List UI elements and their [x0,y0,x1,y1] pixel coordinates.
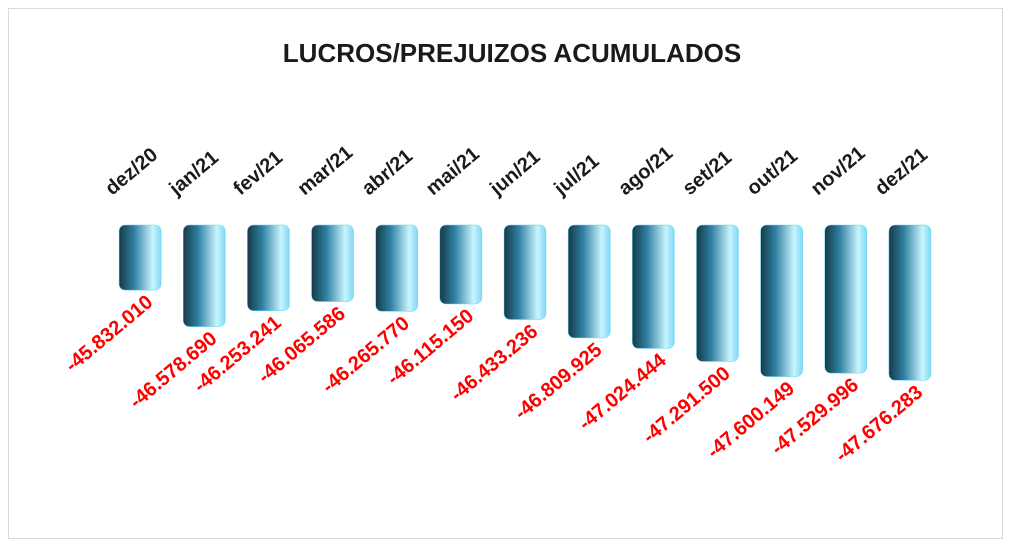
bar [439,224,483,305]
bar [118,224,162,291]
bar [888,224,932,381]
bar [760,224,803,377]
bar [503,224,547,320]
bar [182,224,226,327]
bar [311,224,354,302]
bar [375,224,418,312]
bar [567,224,611,339]
bar [247,224,290,311]
chart-title: LUCROS/PREJUIZOS ACUMULADOS [283,38,741,68]
bar [632,224,675,349]
bar [696,224,739,362]
bar [824,224,868,374]
